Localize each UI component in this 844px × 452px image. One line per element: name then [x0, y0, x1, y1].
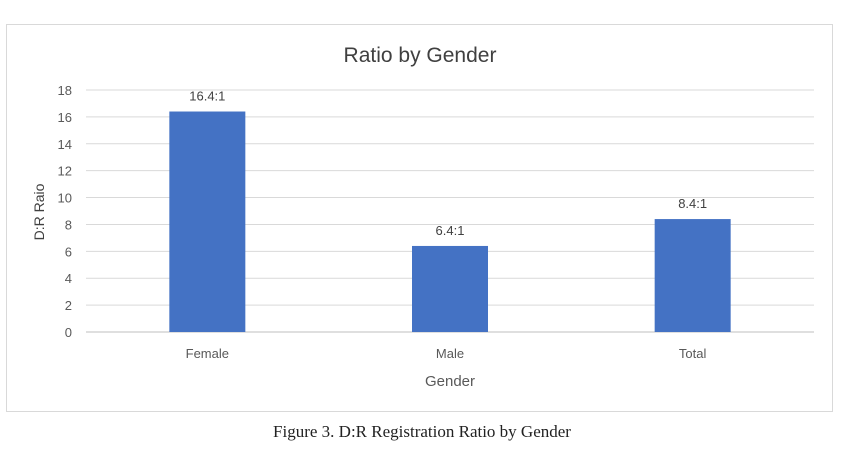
x-tick-label: Male: [436, 346, 464, 361]
y-tick-label: 8: [65, 217, 72, 232]
x-axis-ticks: Female Male Total: [186, 346, 707, 361]
data-label-total: 8.4:1: [678, 196, 707, 211]
y-axis-ticks: 0 2 4 6 8 10 12 14 16 18: [58, 83, 72, 340]
y-tick-label: 6: [65, 244, 72, 259]
x-tick-label: Female: [186, 346, 229, 361]
bar-male: [412, 245, 488, 332]
chart-frame: [6, 24, 833, 412]
x-tick-label: Total: [679, 346, 707, 361]
figure-caption: Figure 3. D:R Registration Ratio by Gend…: [273, 422, 571, 441]
y-tick-label: 2: [65, 298, 72, 313]
y-tick-label: 16: [58, 110, 72, 125]
x-axis-label: Gender: [425, 373, 475, 390]
y-tick-label: 14: [58, 137, 72, 152]
data-label-female: 16.4:1: [189, 89, 225, 104]
y-tick-label: 4: [65, 271, 72, 286]
bars: 16.4:1 6.4:1 8.4:1: [169, 89, 731, 332]
y-axis-label: D:R Raio: [31, 183, 47, 240]
bar-total: [654, 219, 731, 332]
chart-title: Ratio by Gender: [344, 44, 497, 67]
y-tick-label: 0: [65, 325, 72, 340]
y-tick-label: 10: [58, 191, 72, 206]
bar-female: [169, 111, 246, 332]
y-tick-label: 18: [58, 83, 72, 98]
data-label-male: 6.4:1: [436, 223, 465, 238]
y-tick-label: 12: [58, 164, 72, 179]
